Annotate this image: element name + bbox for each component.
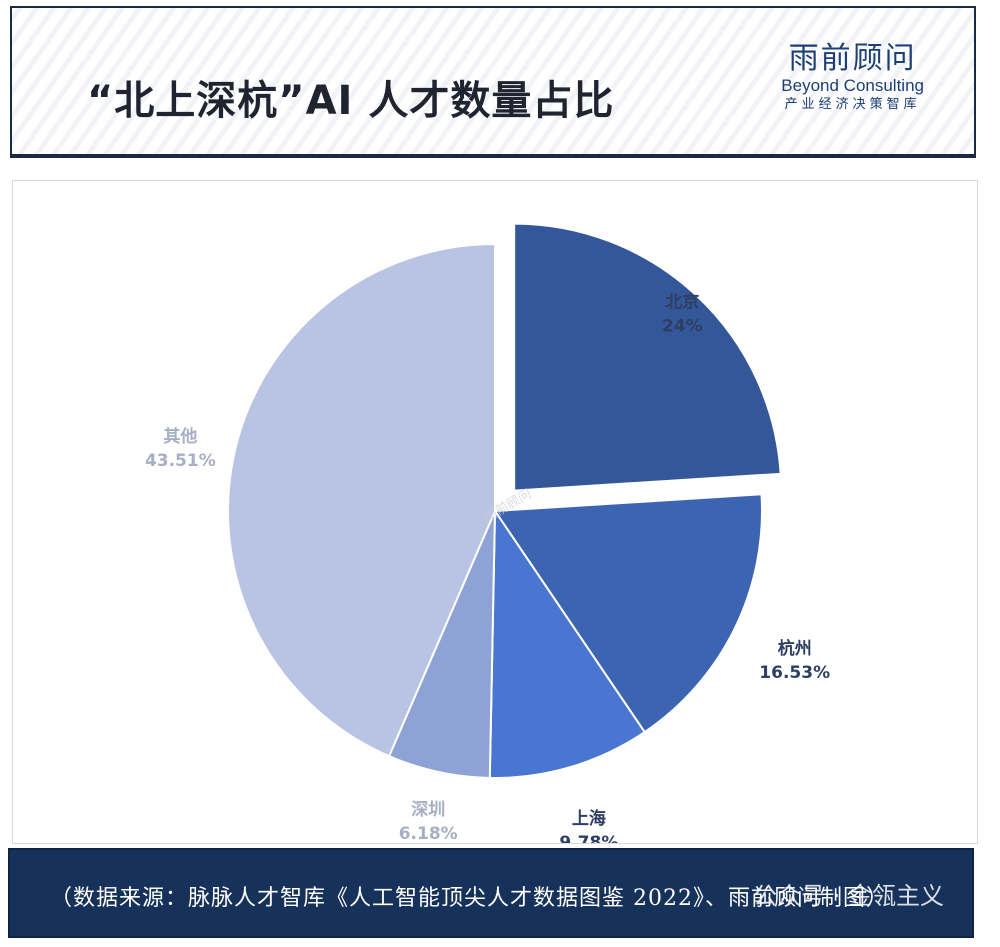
- pie-chart: 北京 24% 杭州 16.53% 上海 9.78% 深圳 6.18% 其他 43.51%: [145, 222, 830, 843]
- wechat-watermark: 公众号 · 金瓴主义: [753, 882, 944, 910]
- slice-value-label: 9.78%: [559, 833, 618, 843]
- slice-name-label: 杭州: [778, 638, 812, 659]
- page-title: “北上深杭”AI 人才数量占比: [87, 78, 615, 124]
- slice-value-label: 24%: [662, 316, 703, 336]
- pie-slice-4: [227, 242, 496, 758]
- slice-value-label: 6.18%: [399, 824, 458, 843]
- logo-tagline: 产业经济决策智库: [784, 97, 921, 112]
- pie-slice-1: [493, 493, 763, 734]
- logo-chinese-name: 雨前顾问: [788, 41, 917, 76]
- header-banner: “北上深杭”AI 人才数量占比 雨前顾问 Beyond Consulting 产…: [10, 6, 976, 158]
- slice-name-label: 北京: [665, 291, 699, 312]
- slice-name-label: 其他: [163, 426, 197, 447]
- source-footer: （数据来源：脉脉人才智库《人工智能顶尖人才数据图鉴 2022》、雨前顾问制图） …: [8, 848, 974, 938]
- slice-value-label: 16.53%: [759, 663, 830, 683]
- slice-name-label: 上海: [572, 808, 606, 829]
- data-source-note: （数据来源：脉脉人才智库《人工智能顶尖人才数据图鉴 2022》、雨前顾问制图）: [50, 886, 889, 911]
- slice-value-label: 43.51%: [145, 451, 216, 471]
- pie-slice-2: [488, 507, 647, 779]
- pie-slice-0: [513, 222, 782, 492]
- logo-english-name: Beyond Consulting: [781, 76, 924, 95]
- slice-name-label: 深圳: [411, 799, 445, 820]
- brand-logo: 雨前顾问 Beyond Consulting 产业经济决策智库: [781, 42, 924, 114]
